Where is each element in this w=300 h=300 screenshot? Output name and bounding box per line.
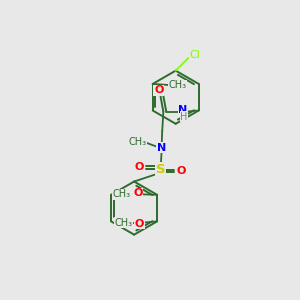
Text: O: O xyxy=(154,85,164,95)
Text: CH₃: CH₃ xyxy=(129,137,147,147)
Text: H: H xyxy=(181,112,188,122)
Text: O: O xyxy=(134,162,144,172)
Text: O: O xyxy=(135,219,144,229)
Text: O: O xyxy=(133,188,142,198)
Text: S: S xyxy=(156,163,166,176)
Text: N: N xyxy=(157,143,166,153)
Text: Cl: Cl xyxy=(189,50,200,60)
Text: CH₃: CH₃ xyxy=(169,80,187,90)
Text: O: O xyxy=(177,166,186,176)
Text: N: N xyxy=(178,106,188,116)
Text: CH₃: CH₃ xyxy=(115,218,133,227)
Text: CH₃: CH₃ xyxy=(113,189,131,200)
